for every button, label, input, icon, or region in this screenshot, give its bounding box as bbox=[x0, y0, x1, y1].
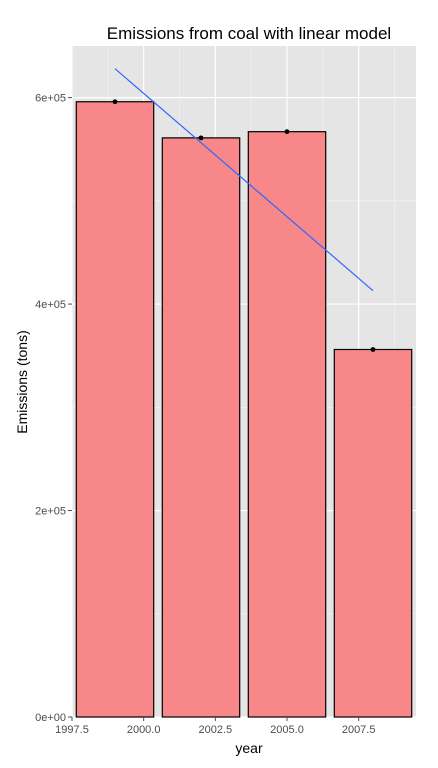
bars bbox=[75, 101, 413, 718]
y-tick-label: 4e+05 bbox=[35, 299, 66, 311]
x-tick-label: 2002.5 bbox=[199, 724, 233, 736]
x-tick-label: 2005.0 bbox=[270, 724, 304, 736]
x-axis-ticks: 1997.5 2000.0 2002.5 2005.0 2007.5 bbox=[55, 717, 375, 736]
y-axis-ticks: 0e+00 2e+05 4e+05 6e+05 bbox=[35, 93, 72, 724]
data-point bbox=[112, 99, 118, 105]
x-tick-label: 2000.0 bbox=[127, 724, 161, 736]
y-tick-label: 6e+05 bbox=[35, 93, 66, 105]
fit-line-group bbox=[114, 68, 374, 292]
x-axis-title: year bbox=[235, 740, 263, 756]
y-axis-title: Emissions (tons) bbox=[14, 330, 30, 433]
bar bbox=[247, 131, 327, 718]
data-point bbox=[370, 347, 376, 352]
points bbox=[112, 99, 376, 352]
bar bbox=[75, 101, 155, 718]
chart-title: Emissions from coal with linear model bbox=[107, 24, 391, 43]
x-tick-label: 2007.5 bbox=[342, 724, 376, 736]
x-tick-label: 1997.5 bbox=[55, 724, 89, 736]
data-point bbox=[198, 135, 204, 141]
y-tick-label: 0e+00 bbox=[35, 712, 66, 724]
fit-line bbox=[114, 68, 374, 292]
data-point bbox=[284, 129, 290, 135]
y-tick-label: 2e+05 bbox=[35, 506, 66, 518]
bar bbox=[161, 137, 241, 718]
bar bbox=[333, 348, 413, 718]
